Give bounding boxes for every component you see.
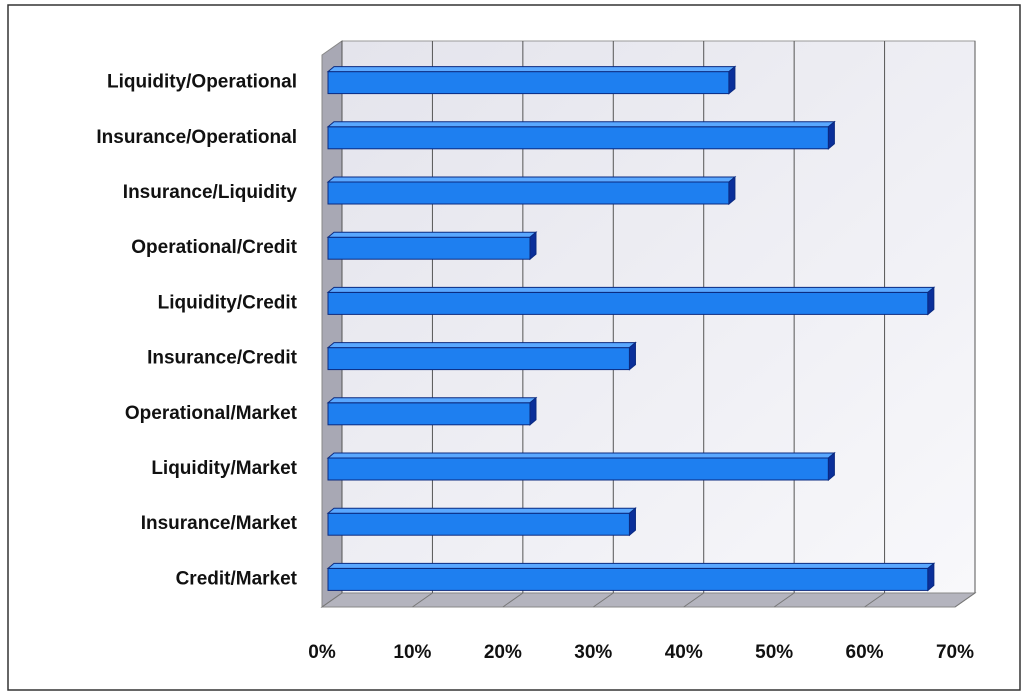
bar: [327, 457, 829, 481]
y-tick-label: Liquidity/Market: [151, 458, 297, 479]
bar: [327, 567, 929, 591]
bar-top: [326, 397, 538, 404]
tick-mark: [502, 592, 524, 608]
tick-mark: [773, 592, 795, 608]
bar: [327, 291, 929, 315]
x-tick-label: 20%: [484, 642, 522, 663]
y-tick-label: Insurance/Market: [141, 513, 298, 534]
floor: [320, 592, 977, 608]
bar-top: [326, 342, 637, 349]
bar-top: [326, 507, 637, 514]
bar-top: [326, 231, 538, 238]
bar-end: [628, 341, 636, 371]
bar-end: [529, 396, 537, 426]
bar-top: [326, 452, 836, 459]
bar-top: [326, 66, 737, 73]
tick-mark: [592, 592, 614, 608]
y-tick-label: Insurance/Operational: [96, 127, 297, 148]
bar-end: [827, 120, 835, 150]
y-tick-label: Credit/Market: [176, 568, 298, 589]
bar-top: [326, 286, 936, 293]
y-tick-label: Insurance/Credit: [147, 348, 298, 369]
bar-end: [529, 231, 537, 261]
tick-mark: [954, 592, 976, 608]
bar-end: [927, 562, 935, 592]
bar: [327, 347, 630, 371]
x-tick-label: 10%: [393, 642, 431, 663]
y-tick-label: Liquidity/Credit: [158, 292, 298, 313]
x-tick-label: 60%: [846, 642, 884, 663]
bar: [327, 126, 829, 150]
bar-top: [326, 121, 836, 128]
bar: [327, 181, 730, 205]
bar: [327, 71, 730, 95]
bar-end: [728, 175, 736, 206]
bar-top: [326, 176, 737, 183]
x-tick-label: 40%: [665, 642, 703, 663]
y-tick-label: Operational/Market: [125, 403, 298, 424]
tick-mark: [683, 592, 705, 608]
bar: [327, 236, 531, 260]
tick-mark: [412, 592, 433, 608]
tick-mark: [321, 592, 343, 608]
bar-end: [628, 507, 636, 537]
x-tick-label: 30%: [574, 642, 612, 663]
x-tick-label: 70%: [936, 642, 974, 663]
bar: [327, 402, 531, 426]
bar-end: [927, 286, 935, 316]
x-tick-label: 0%: [308, 642, 336, 663]
bar-top: [326, 562, 936, 569]
y-tick-label: Liquidity/Operational: [107, 72, 297, 93]
x-tick-label: 50%: [755, 642, 793, 663]
bar-end: [728, 65, 736, 95]
bar-end: [827, 451, 835, 482]
y-tick-label: Insurance/Liquidity: [123, 182, 298, 203]
y-tick-label: Operational/Credit: [131, 237, 297, 258]
bar: [327, 512, 630, 536]
tick-mark: [864, 592, 885, 608]
